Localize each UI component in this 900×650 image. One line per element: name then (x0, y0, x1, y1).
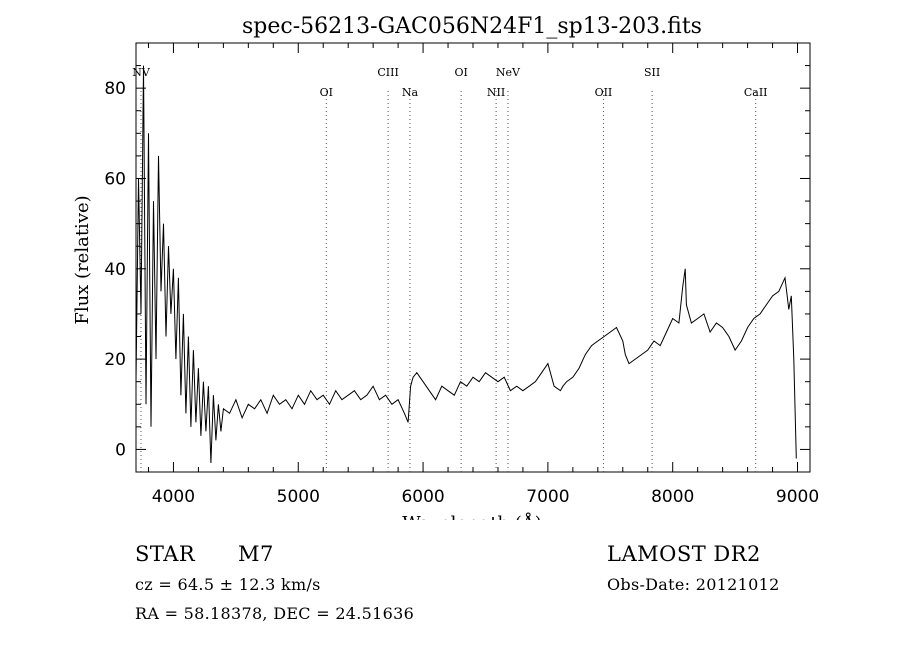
y-tick-label: 20 (104, 350, 126, 370)
object-subclass: M7 (238, 542, 274, 566)
spectrum-chart: spec-56213-GAC056N24F1_sp13-203.fits NV O… (72, 14, 819, 520)
emission-line-markers: NV OI CIII Na OI NII NeV OII SII CaII (132, 66, 768, 472)
y-tick-label: 40 (104, 260, 126, 280)
line-label: NII (487, 86, 505, 99)
chart-title: spec-56213-GAC056N24F1_sp13-203.fits (242, 14, 702, 39)
object-class: STAR (135, 542, 196, 566)
survey-name: LAMOST DR2 (607, 542, 761, 566)
spectrum-series (135, 65, 797, 464)
coordinates-text: RA = 58.18378, DEC = 24.51636 (135, 604, 415, 623)
line-label: SII (644, 66, 660, 79)
line-label: OI (454, 66, 467, 79)
line-label: OI (320, 86, 333, 99)
y-tick-label: 60 (104, 169, 126, 189)
spectrum-line (135, 65, 797, 464)
y-tick-label: 80 (104, 79, 126, 99)
plot-border (135, 42, 811, 473)
x-tick-label: 5000 (277, 487, 320, 507)
line-label: OII (595, 86, 613, 99)
y-tick-label: 0 (115, 440, 126, 460)
line-label: CaII (744, 86, 768, 99)
x-tick-label: 4000 (152, 487, 195, 507)
plot-frame (135, 42, 811, 473)
x-tick-label: 8000 (651, 487, 694, 507)
x-tick-label: 7000 (526, 487, 569, 507)
x-tick-label: 6000 (401, 487, 444, 507)
y-axis-label: Flux (relative) (72, 195, 93, 324)
x-axis-label: Wavelength (Å) (402, 512, 542, 520)
line-label: CIII (377, 66, 398, 79)
line-label: NeV (496, 66, 521, 79)
observation-date: Obs-Date: 20121012 (607, 575, 780, 594)
redshift-text: cz = 64.5 ± 12.3 km/s (135, 575, 321, 594)
line-label: NV (132, 66, 151, 79)
axis-ticks: 4000 5000 6000 7000 8000 9000 0 20 40 60 80 (104, 43, 819, 507)
x-tick-label: 9000 (776, 487, 819, 507)
line-label: Na (402, 86, 419, 99)
